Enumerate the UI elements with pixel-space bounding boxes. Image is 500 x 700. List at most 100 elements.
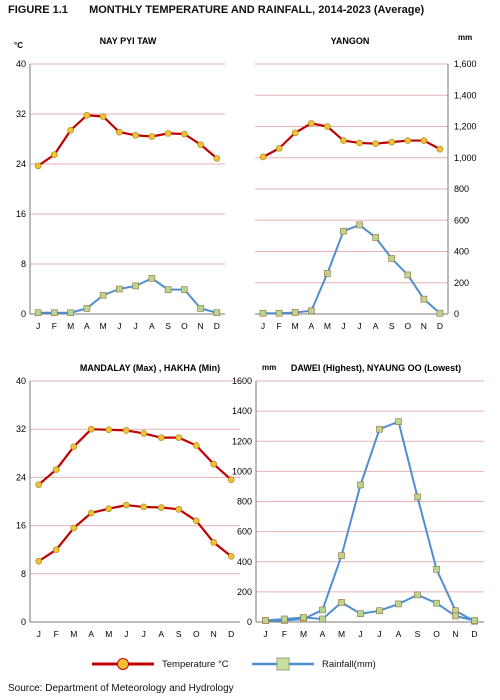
y-tick-label: 0 xyxy=(454,309,459,319)
x-tick-label: J xyxy=(134,321,138,331)
data-point xyxy=(52,546,60,554)
data-point xyxy=(197,305,204,312)
data-point xyxy=(372,234,379,241)
y-tick-label: 0 xyxy=(21,617,26,627)
data-point xyxy=(307,120,315,127)
x-tick-label: J xyxy=(117,321,121,331)
x-tick-label: D xyxy=(471,629,477,639)
chart-panel-1: YANGON mm 0 200 400 600 800 1,000 1,200 1,400 1,60… xyxy=(255,33,477,331)
y-tick-label: 24 xyxy=(16,159,26,169)
data-point xyxy=(51,309,58,317)
chart-panel-3: DAWEI (Highest), NYAUNG OO (Lowest) mm 0 20… xyxy=(232,363,484,639)
data-point xyxy=(140,430,148,437)
y-tick-label: 40 xyxy=(16,59,26,69)
data-point xyxy=(395,418,402,425)
data-point xyxy=(105,505,113,513)
legend-item-rainfall: Rainfall(mm) xyxy=(250,654,376,674)
data-point xyxy=(210,539,218,546)
data-point xyxy=(51,151,58,158)
data-point xyxy=(181,130,188,138)
data-point xyxy=(132,282,139,290)
y-tick-label: 8 xyxy=(21,259,26,269)
y-tick-label: 400 xyxy=(454,247,469,257)
data-point xyxy=(83,111,91,119)
data-point xyxy=(404,137,412,144)
data-point xyxy=(324,123,331,130)
x-tick-label: J xyxy=(358,629,362,639)
y-tick-label: 1,000 xyxy=(454,153,477,163)
x-tick-label: M xyxy=(105,629,112,639)
x-tick-label: O xyxy=(181,321,188,331)
data-point xyxy=(99,291,107,299)
data-point xyxy=(70,524,78,532)
x-tick-label: J xyxy=(142,629,146,639)
data-point xyxy=(259,153,267,161)
y-tick-label: 16 xyxy=(16,209,26,219)
x-tick-label: J xyxy=(377,629,381,639)
data-point xyxy=(210,460,218,468)
y-tick-label: 16 xyxy=(16,521,26,531)
x-tick-label: S xyxy=(165,321,171,331)
data-point xyxy=(319,615,326,623)
source-note: Source: Department of Meteorology and Hy… xyxy=(8,683,234,694)
data-point xyxy=(420,137,428,144)
series-line-0 xyxy=(265,420,475,623)
x-tick-label: M xyxy=(338,629,345,639)
x-tick-label: A xyxy=(320,629,326,639)
data-point xyxy=(67,309,74,317)
x-tick-label: A xyxy=(84,321,90,331)
data-point xyxy=(357,610,364,618)
series-line-0 xyxy=(37,114,218,167)
data-point xyxy=(99,113,107,120)
y-tick-label: 800 xyxy=(237,497,252,507)
x-tick-label: S xyxy=(415,629,421,639)
data-point xyxy=(404,271,412,279)
series-line-0 xyxy=(38,428,232,486)
series-line-1 xyxy=(265,593,475,622)
y-tick-label: 8 xyxy=(21,569,26,579)
x-tick-label: J xyxy=(36,321,40,331)
data-point xyxy=(319,606,326,614)
y-tick-label: 600 xyxy=(237,527,252,537)
chart-title: NAY PYI TAW xyxy=(100,36,157,46)
data-point xyxy=(116,285,123,293)
data-point xyxy=(395,600,402,608)
data-point xyxy=(291,129,299,137)
data-point xyxy=(116,128,123,136)
data-point xyxy=(87,425,95,433)
data-point xyxy=(356,221,363,229)
y-tick-label: 1000 xyxy=(232,466,252,476)
data-point xyxy=(414,493,421,501)
data-point xyxy=(122,427,130,434)
x-tick-label: F xyxy=(282,629,287,639)
data-point xyxy=(259,309,267,317)
x-tick-label: J xyxy=(261,321,265,331)
series-line-0 xyxy=(262,122,441,158)
x-tick-label: M xyxy=(324,321,331,331)
data-point xyxy=(307,307,315,315)
y-tick-label: 200 xyxy=(237,587,252,597)
data-point xyxy=(340,227,347,235)
y-tick-label: 1,600 xyxy=(454,59,477,69)
y-tick-label: 400 xyxy=(237,557,252,567)
data-point xyxy=(262,617,269,624)
x-tick-label: M xyxy=(300,629,307,639)
x-tick-label: D xyxy=(214,321,220,331)
data-point xyxy=(35,557,43,565)
chart-title: YANGON xyxy=(331,36,370,46)
x-tick-label: J xyxy=(341,321,345,331)
x-tick-label: J xyxy=(357,321,361,331)
data-point xyxy=(275,145,283,152)
y-tick-label: 600 xyxy=(454,215,469,225)
data-point xyxy=(87,509,95,517)
x-tick-label: N xyxy=(211,629,217,639)
x-tick-label: M xyxy=(292,321,299,331)
axis-unit-label: °C xyxy=(14,41,23,50)
data-point xyxy=(67,126,74,134)
x-tick-label: A xyxy=(373,321,379,331)
chart-title: MANDALAY (Max) , HAKHA (Min) xyxy=(80,363,220,373)
data-point xyxy=(164,286,172,293)
data-point xyxy=(433,565,440,573)
y-tick-label: 1,200 xyxy=(454,122,477,132)
